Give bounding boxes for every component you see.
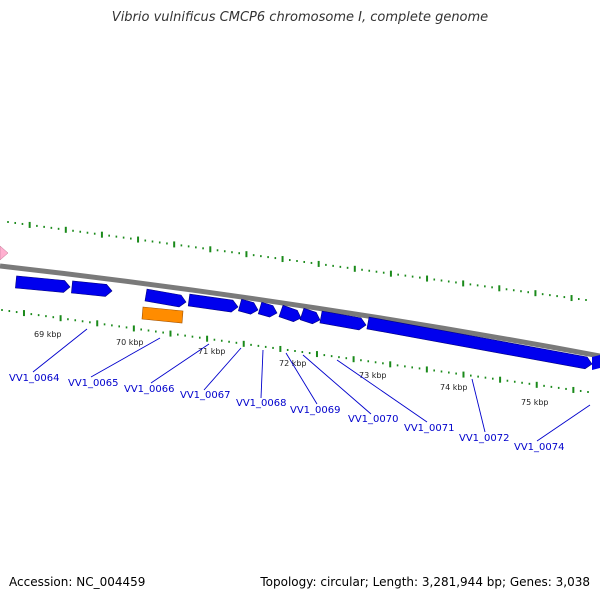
gene-arrow[interactable] (299, 307, 321, 325)
accession-label: Accession: NC_004459 (9, 575, 146, 589)
gene-arrow[interactable] (366, 316, 593, 370)
genome-summary: Topology: circular; Length: 3,281,944 bp… (260, 575, 590, 589)
gene-label[interactable]: VV1_0072 (459, 433, 510, 444)
gene-label[interactable]: VV1_0067 (180, 390, 231, 401)
scale-label: 73 kbp (359, 371, 387, 380)
gene-label[interactable]: VV1_0071 (404, 423, 455, 434)
gene-arrow[interactable] (278, 304, 302, 323)
gene-arrow[interactable] (187, 293, 239, 313)
inner-tick-track (1, 309, 589, 393)
chromosome-backbone (0, 263, 600, 359)
gene-features[interactable] (15, 275, 600, 370)
gene-arrow[interactable] (238, 298, 259, 315)
leader-line (302, 354, 372, 415)
origin-marker (0, 245, 9, 261)
leader-line (203, 347, 242, 391)
gene-label[interactable]: VV1_0065 (68, 378, 119, 389)
leader-line (336, 359, 428, 423)
map-title: Vibrio vulnificus CMCP6 chromosome I, co… (111, 10, 489, 25)
gene-labels[interactable]: VV1_0064 VV1_0065 VV1_0066 VV1_0067 VV1_0068… (9, 328, 591, 453)
gene-label[interactable]: VV1_0074 (514, 442, 565, 453)
leader-line (150, 343, 210, 384)
gene-arrow[interactable] (71, 280, 113, 297)
scale-label: 75 kbp (521, 398, 549, 407)
gene-arrow[interactable] (144, 288, 187, 308)
scale-label: 71 kbp (198, 347, 226, 356)
gene-label[interactable]: VV1_0069 (290, 405, 341, 416)
scale-label: 69 kbp (34, 330, 62, 339)
gene-arrow[interactable] (592, 355, 600, 370)
leader-line (32, 328, 88, 373)
gene-arrow[interactable] (15, 275, 71, 293)
gene-label[interactable]: VV1_0064 (9, 373, 60, 384)
scale-label: 70 kbp (116, 338, 144, 347)
gene-label[interactable]: VV1_0066 (124, 384, 175, 395)
leader-line (285, 352, 318, 405)
leader-line (260, 349, 264, 399)
leader-line (536, 404, 591, 442)
leader-line (471, 378, 486, 433)
leader-line (90, 337, 161, 378)
gene-label[interactable]: VV1_0070 (348, 414, 399, 425)
highlighted-feature[interactable] (141, 306, 184, 324)
gene-label[interactable]: VV1_0068 (236, 398, 287, 409)
outer-tick-track (7, 221, 587, 302)
gene-arrow[interactable] (319, 310, 367, 331)
gene-arrow[interactable] (257, 301, 278, 318)
scale-label: 74 kbp (440, 383, 468, 392)
